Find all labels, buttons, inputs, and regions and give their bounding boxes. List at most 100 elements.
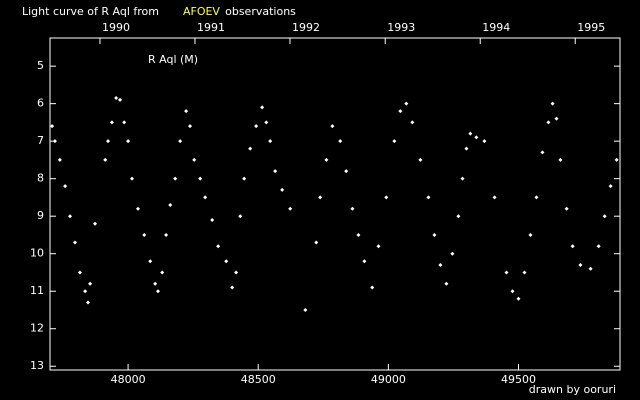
- point: [63, 184, 68, 189]
- point: [156, 289, 161, 294]
- point: [188, 124, 193, 129]
- point: [492, 195, 497, 200]
- point: [376, 244, 381, 249]
- y-tick-label: 10: [30, 247, 44, 260]
- point: [468, 131, 473, 136]
- point: [554, 116, 559, 121]
- point: [93, 221, 98, 226]
- point: [52, 139, 57, 144]
- point: [318, 195, 323, 200]
- y-tick-label: 13: [30, 359, 44, 372]
- point: [350, 206, 355, 211]
- point: [192, 157, 197, 162]
- point: [122, 120, 127, 125]
- point: [516, 296, 521, 301]
- point: [234, 270, 239, 275]
- x2-tick-label: 1992: [292, 21, 320, 34]
- point: [588, 266, 593, 271]
- point: [268, 139, 273, 144]
- point: [474, 135, 479, 140]
- point: [362, 259, 367, 264]
- point: [330, 124, 335, 129]
- point: [404, 101, 409, 106]
- point: [614, 157, 619, 162]
- point: [280, 187, 285, 192]
- point: [596, 244, 601, 249]
- point: [450, 251, 455, 256]
- plot-frame: [49, 37, 621, 371]
- point: [153, 281, 158, 286]
- point: [456, 214, 461, 219]
- point: [210, 217, 215, 222]
- point: [528, 232, 533, 237]
- point: [86, 300, 90, 305]
- point: [109, 120, 114, 125]
- point: [118, 97, 123, 102]
- point: [570, 244, 575, 249]
- point: [164, 232, 169, 237]
- point: [314, 240, 319, 245]
- point: [178, 139, 183, 144]
- title-text: Light curve of R Aql from: [22, 5, 159, 18]
- point: [142, 232, 147, 237]
- point: [324, 157, 329, 162]
- point: [88, 281, 93, 286]
- y-tick-label: 12: [30, 322, 44, 335]
- point: [558, 157, 563, 162]
- x2-tick-label: 1991: [197, 21, 225, 34]
- point: [426, 195, 431, 200]
- point: [126, 139, 131, 144]
- point: [540, 150, 545, 155]
- title-end: observations: [225, 5, 296, 18]
- x-tick-label: 49500: [501, 373, 536, 386]
- point: [264, 120, 269, 125]
- point: [148, 259, 153, 264]
- point: [444, 281, 449, 286]
- point: [464, 146, 469, 151]
- title-source: AFOEV: [183, 5, 220, 18]
- point: [50, 124, 55, 129]
- point: [198, 176, 203, 181]
- point: [106, 139, 111, 144]
- point: [482, 139, 487, 144]
- point: [460, 176, 465, 181]
- point: [114, 96, 119, 101]
- point: [242, 176, 247, 181]
- chart-title: Light curve of R Aql from AFOEV observatio…: [22, 5, 296, 18]
- point: [72, 240, 77, 245]
- y-tick-label: 6: [37, 97, 44, 110]
- point: [254, 124, 259, 129]
- point: [160, 270, 165, 275]
- point: [260, 105, 265, 110]
- annotation: R Aql (M): [148, 53, 198, 66]
- x2-tick-label: 1995: [577, 21, 605, 34]
- y-tick-label: 11: [30, 284, 44, 297]
- point: [356, 232, 361, 237]
- point: [173, 176, 178, 181]
- point: [578, 262, 583, 267]
- point: [230, 285, 235, 290]
- point: [504, 270, 509, 275]
- point: [135, 206, 140, 211]
- point: [608, 184, 613, 189]
- point: [398, 109, 403, 114]
- point: [564, 206, 569, 211]
- point: [68, 214, 73, 219]
- point: [203, 195, 208, 200]
- point: [546, 120, 551, 125]
- point: [168, 202, 173, 207]
- point: [438, 262, 443, 267]
- point: [103, 157, 108, 162]
- point: [392, 139, 397, 144]
- point: [216, 244, 221, 249]
- y-tick-label: 5: [37, 59, 44, 72]
- point: [344, 169, 349, 174]
- y-tick-label: 7: [37, 134, 44, 147]
- x-tick-label: 48000: [111, 373, 146, 386]
- point: [384, 195, 389, 200]
- point: [522, 270, 527, 275]
- point: [303, 307, 308, 312]
- point: [224, 259, 229, 264]
- point: [57, 157, 62, 162]
- point: [83, 289, 88, 294]
